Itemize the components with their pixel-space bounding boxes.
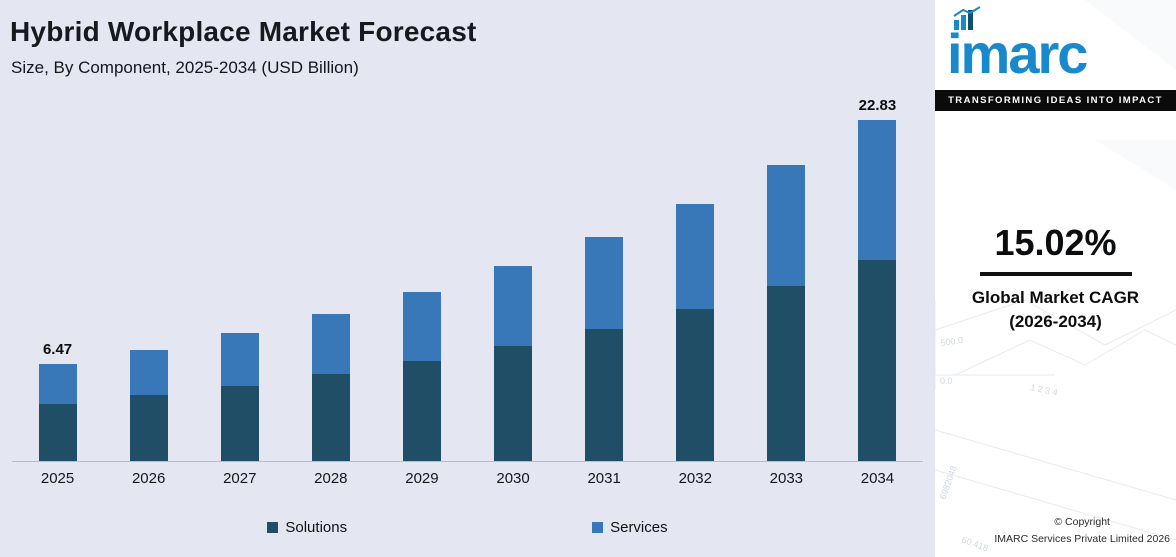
imarc-logo-icon bbox=[953, 6, 981, 30]
x-tick-2034: 2034 bbox=[860, 470, 895, 487]
bar-segment-services-2031 bbox=[585, 237, 624, 329]
bar-segment-solutions-2034 bbox=[858, 259, 897, 461]
bar-total-label-2034: 22.83 bbox=[858, 97, 897, 114]
cagr-value: 15.02% bbox=[994, 222, 1117, 263]
bar-total-label-2025: 6.47 bbox=[42, 341, 73, 359]
copyright-line1: © Copyright bbox=[1054, 516, 1110, 529]
decor-text-6982048: 6982048 bbox=[937, 464, 958, 500]
cagr-years: (2026-2034) bbox=[1009, 311, 1102, 331]
x-tick-2032: 2032 bbox=[678, 470, 712, 487]
bar-segment-services-2025 bbox=[38, 364, 77, 404]
x-tick-2026: 2026 bbox=[131, 470, 166, 487]
decor-text-500: 500.0 bbox=[940, 335, 964, 348]
bar-segment-services-2034 bbox=[858, 120, 897, 260]
chart-subtitle: Size, By Component, 2025-2034 (USD Billi… bbox=[11, 58, 359, 77]
bar-segment-solutions-2032 bbox=[676, 309, 715, 461]
cagr-underline bbox=[979, 272, 1132, 276]
bar-segment-services-2027 bbox=[220, 333, 259, 386]
x-tick-2033: 2033 bbox=[769, 470, 804, 487]
copyright-line2: IMARC Services Private Limited 2026 bbox=[994, 532, 1170, 545]
legend-item-solutions: Solutions bbox=[267, 519, 347, 536]
plot-area: 6.47 22.83 bbox=[12, 97, 923, 462]
bar-segment-solutions-2026 bbox=[129, 395, 168, 461]
bar-segment-solutions-2033 bbox=[767, 286, 806, 461]
decor-text-60418: 60.418 bbox=[960, 534, 989, 553]
x-axis: 2025 2026 2027 2028 2029 2030 2031 2032 2033 2034 bbox=[12, 470, 923, 492]
decor-text-ticks: 1 2 3 4 bbox=[1030, 382, 1059, 398]
chart-legend: Solutions Services bbox=[0, 519, 935, 536]
copyright: © Copyright IMARC Services Private Limit… bbox=[994, 514, 1170, 547]
x-tick-2031: 2031 bbox=[587, 470, 621, 487]
legend-swatch-services bbox=[592, 522, 604, 533]
bar-segment-solutions-2030 bbox=[494, 346, 533, 461]
legend-swatch-solutions bbox=[267, 522, 279, 533]
bar-segment-solutions-2027 bbox=[220, 385, 259, 461]
imarc-logo-text: imarc bbox=[947, 22, 1088, 85]
brand-panel: 500.0 0.0 1 2 3 4 6982048 60.418 imarc T… bbox=[935, 0, 1176, 557]
imarc-logo: imarc bbox=[945, 4, 1166, 90]
bar-segment-solutions-2028 bbox=[311, 374, 350, 461]
brand-tagline: TRANSFORMING IDEAS INTO IMPACT bbox=[935, 90, 1176, 111]
bar-segment-solutions-2031 bbox=[585, 328, 624, 461]
x-tick-2025: 2025 bbox=[40, 470, 75, 487]
x-tick-2029: 2029 bbox=[405, 470, 439, 487]
bar-segment-solutions-2025 bbox=[38, 403, 77, 461]
x-tick-2028: 2028 bbox=[314, 470, 348, 487]
bar-segment-services-2028 bbox=[311, 314, 350, 375]
cagr-label: Global Market CAGR bbox=[971, 287, 1140, 307]
x-tick-2027: 2027 bbox=[223, 470, 257, 487]
legend-item-services: Services bbox=[592, 519, 668, 536]
chart-panel: Hybrid Workplace Market Forecast Size, B… bbox=[0, 16, 935, 536]
bar-segment-services-2026 bbox=[129, 349, 168, 396]
bar-segment-solutions-2029 bbox=[402, 361, 441, 461]
legend-label-solutions: Solutions bbox=[285, 519, 348, 536]
bar-segment-services-2029 bbox=[402, 291, 441, 362]
bar-segment-services-2033 bbox=[767, 164, 806, 287]
decor-text-0: 0.0 bbox=[940, 376, 953, 386]
bar-segment-services-2030 bbox=[494, 266, 533, 347]
cagr-block: 15.02% Global Market CAGR (2026-2034) bbox=[935, 222, 1176, 332]
bar-segment-services-2032 bbox=[676, 203, 715, 310]
x-tick-2030: 2030 bbox=[496, 470, 530, 487]
legend-label-services: Services bbox=[610, 519, 668, 536]
chart-title: Hybrid Workplace Market Forecast bbox=[10, 16, 477, 47]
